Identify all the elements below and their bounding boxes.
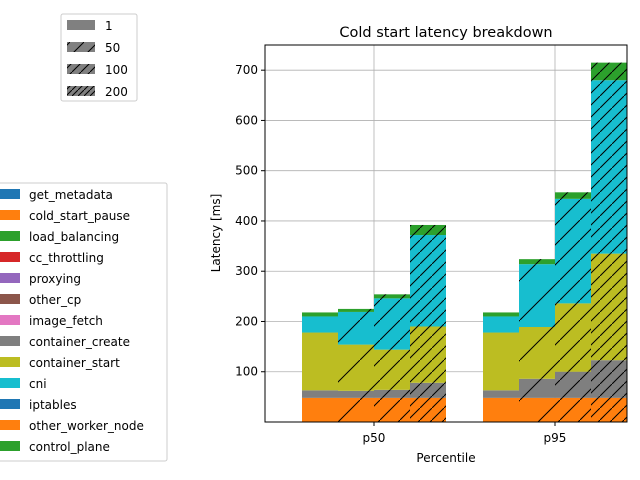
component-legend-swatch	[0, 399, 20, 409]
chart-title: Cold start latency breakdown	[339, 25, 552, 41]
component-legend-label: container_create	[29, 335, 130, 349]
component-legend-swatch	[0, 420, 20, 430]
component-legend-label: image_fetch	[29, 314, 103, 328]
group-legend-hatch	[67, 64, 95, 74]
bar-segment-container_start	[483, 332, 519, 391]
component-legend-swatch	[0, 336, 20, 346]
bar-hatch-control_plane	[338, 308, 374, 312]
component-legend-swatch	[0, 210, 20, 220]
bar-hatch-control_plane	[519, 259, 555, 265]
bar-segment-container_start	[302, 332, 338, 391]
component-legend: get_metadata cold_start_pause load_balanci…	[0, 182, 168, 462]
bar-hatch-control_plane	[410, 224, 446, 236]
component-legend-label: cold_start_pause	[29, 209, 130, 223]
bar-segment-cold_start_pause	[483, 397, 519, 422]
group-legend-hatch	[67, 42, 95, 52]
bar-hatch-cni	[374, 298, 410, 350]
y-tick-label: 700	[235, 63, 258, 77]
bar-segment-control_plane	[302, 312, 338, 317]
bar-hatch-container_start	[374, 349, 410, 390]
bar-hatch-container_create	[410, 382, 446, 398]
bar-hatch-cni	[410, 235, 446, 327]
component-legend-label: proxying	[29, 272, 81, 286]
x-tick-label: p95	[544, 431, 567, 445]
bar-hatch-control_plane	[591, 62, 627, 81]
bar-hatch-cold_start_pause	[374, 397, 410, 422]
component-legend-label: get_metadata	[29, 188, 113, 202]
component-legend-label: other_worker_node	[29, 419, 144, 433]
group-legend-label: 200	[105, 85, 128, 99]
bar-hatch-cni	[555, 198, 591, 304]
y-tick-label: 100	[235, 365, 258, 379]
group-legend-hatch	[67, 86, 95, 96]
ticks-layer: 100 200 300 400 500 600 700 p50 p95	[235, 63, 566, 445]
y-tick-label: 200	[235, 314, 258, 328]
bar-segment-cni	[302, 316, 338, 333]
component-legend-swatch	[0, 378, 20, 388]
y-tick-label: 300	[235, 264, 258, 278]
bar-segment-cold_start_pause	[302, 397, 338, 422]
bar-hatch-cold_start_pause	[519, 397, 555, 422]
group-legend-swatch	[67, 20, 95, 30]
component-legend-swatch	[0, 441, 20, 451]
bars-layer	[302, 62, 627, 422]
bar-hatch-container_start	[338, 344, 374, 391]
component-legend-swatch	[0, 231, 20, 241]
y-tick-label: 600	[235, 113, 258, 127]
group-legend-label: 1	[105, 19, 113, 33]
bar-hatch-cold_start_pause	[338, 397, 374, 422]
bar-segment-container_create	[302, 390, 338, 398]
component-legend-label: cc_throttling	[29, 251, 104, 265]
bar-hatch-cni	[591, 80, 627, 254]
bar-hatch-container_create	[591, 360, 627, 398]
bar-hatch-cold_start_pause	[410, 397, 446, 422]
bar-hatch-container_create	[338, 390, 374, 398]
component-legend-label: cni	[29, 377, 47, 391]
component-legend-label: other_cp	[29, 293, 81, 307]
bar-hatch-cold_start_pause	[555, 397, 591, 422]
bar-hatch-cni	[519, 264, 555, 328]
component-legend-swatch	[0, 315, 20, 325]
bar-segment-control_plane	[483, 312, 519, 317]
bar-hatch-container_start	[519, 327, 555, 379]
bar-hatch-container_start	[555, 303, 591, 372]
bar-hatch-control_plane	[374, 294, 410, 299]
x-axis-label: Percentile	[416, 451, 475, 465]
y-tick-label: 500	[235, 164, 258, 178]
component-legend-frame	[0, 182, 168, 462]
bar-hatch-container_start	[591, 253, 627, 361]
bar-hatch-container_create	[519, 378, 555, 398]
group-legend-frame	[60, 13, 138, 102]
bar-segment-container_create	[483, 390, 519, 398]
x-tick-label: p50	[363, 431, 386, 445]
component-legend-label: container_start	[29, 356, 120, 370]
component-legend-label: control_plane	[29, 440, 110, 454]
group-legend: 1 50 100 200	[60, 13, 138, 102]
component-legend-swatch	[0, 252, 20, 262]
y-axis-label: Latency [ms]	[209, 194, 223, 273]
plot-frame	[264, 44, 628, 423]
bar-hatch-container_create	[374, 389, 410, 398]
bar-hatch-container_start	[410, 326, 446, 383]
component-legend-swatch	[0, 273, 20, 283]
bar-hatch-cold_start_pause	[591, 397, 627, 422]
component-legend-swatch	[0, 294, 20, 304]
bar-hatch-control_plane	[555, 192, 591, 199]
component-legend-label: load_balancing	[29, 230, 119, 244]
component-legend-swatch	[0, 357, 20, 367]
bar-hatch-container_create	[555, 371, 591, 398]
group-legend-label: 50	[105, 41, 120, 55]
component-legend-label: iptables	[29, 398, 77, 412]
bar-segment-cni	[483, 316, 519, 333]
component-legend-swatch	[0, 189, 20, 199]
y-tick-label: 400	[235, 214, 258, 228]
group-legend-label: 100	[105, 63, 128, 77]
bar-hatch-cni	[338, 311, 374, 345]
